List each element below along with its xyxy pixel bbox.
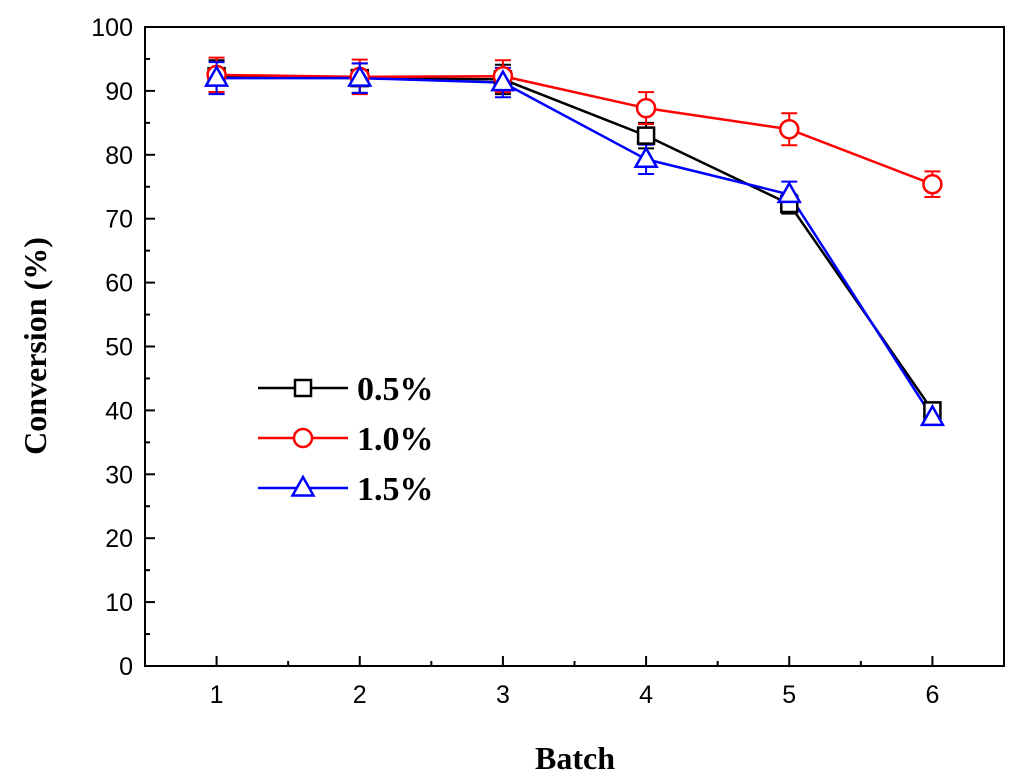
x-tick-label: 2 [353,681,367,709]
data-point [922,173,943,195]
legend-marker-2 [290,474,316,497]
x-tick-label: 6 [925,681,939,709]
data-point [636,126,656,145]
tick-labels: 0 10 20 30 40 50 60 70 80 90 100 1 2 3 4 5 6 [91,14,939,709]
y-axis-title: Conversion (%) [17,237,53,455]
x-tick-label: 5 [782,681,796,709]
x-tick-label: 4 [639,681,653,709]
x-axis-title: Batch [535,740,615,776]
data-point [633,145,659,169]
legend-marker-0 [293,378,313,398]
data-point [203,64,230,87]
y-tick-label: 70 [105,206,133,234]
data-point [779,118,800,140]
data-point [490,69,516,92]
axis-ticks [145,26,934,667]
x-tick-label: 1 [210,681,224,709]
y-tick-label: 60 [105,270,133,298]
y-tick-label: 0 [119,653,133,681]
y-tick-label: 80 [105,142,133,170]
data-point [776,180,802,204]
legend-label-2: 1.5% [357,471,434,508]
y-tick-label: 30 [105,461,133,489]
series-lines [216,73,934,419]
legend: 0.5% 1.0% 1.5% [258,371,434,508]
series-line-2 [216,76,934,419]
data-point [919,403,946,427]
data-point [347,64,373,87]
y-tick-label: 50 [105,334,133,362]
legend-label-1: 1.0% [357,421,434,458]
x-tick-label: 3 [496,681,510,709]
legend-marker-1 [292,427,314,449]
y-tick-label: 40 [105,397,133,425]
series-markers [203,64,946,427]
y-tick-label: 90 [105,78,133,106]
y-tick-label: 20 [105,525,133,553]
y-tick-label: 10 [105,589,133,617]
legend-label-0: 0.5% [357,371,434,408]
series-line-1 [216,73,933,186]
y-tick-label: 100 [91,14,133,42]
data-point [635,97,657,119]
